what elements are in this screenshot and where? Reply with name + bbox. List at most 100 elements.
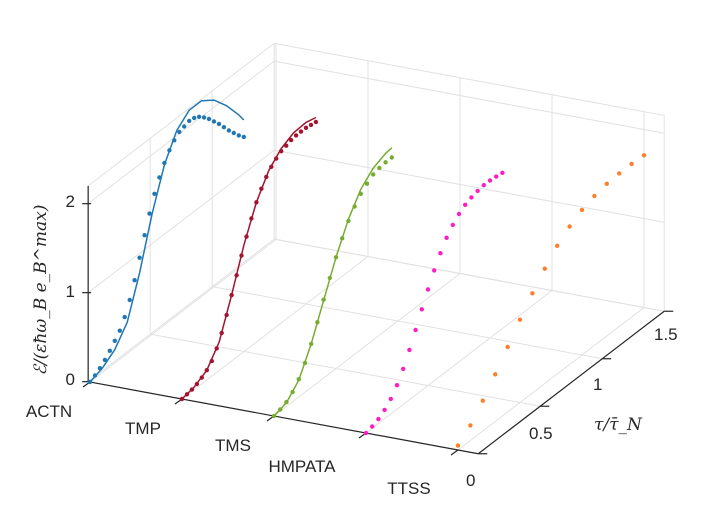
series-tmp bbox=[179, 116, 319, 402]
data-point-hmpata-21 bbox=[494, 174, 499, 179]
data-point-actn-26 bbox=[216, 121, 222, 127]
data-point-actn-6 bbox=[117, 328, 123, 333]
data-point-hmpata-8 bbox=[413, 327, 418, 333]
y-axis-title: τ/τ̄_N bbox=[594, 415, 643, 435]
grid-line-floor-cat-2 bbox=[273, 273, 461, 417]
data-point-actn-22 bbox=[196, 114, 202, 120]
data-point-actn-15 bbox=[162, 160, 167, 166]
data-point-tmp-3 bbox=[194, 381, 200, 387]
data-point-tmp-19 bbox=[274, 156, 279, 161]
data-point-tmp-15 bbox=[254, 200, 259, 205]
data-point-actn-16 bbox=[167, 148, 172, 153]
data-point-actn-20 bbox=[187, 118, 192, 124]
grid-line-backwall-z-1 bbox=[274, 149, 665, 223]
data-point-hmpata-17 bbox=[469, 195, 474, 200]
data-point-tms-0 bbox=[271, 413, 277, 419]
category-label-hmpata: HMPATA bbox=[268, 457, 336, 476]
series-actn bbox=[87, 99, 246, 385]
data-point-hmpata-10 bbox=[425, 287, 431, 292]
data-point-tmp-20 bbox=[279, 149, 284, 154]
grid-line-floor-cat-3 bbox=[365, 290, 553, 434]
data-point-actn-27 bbox=[221, 125, 227, 130]
data-point-tms-12 bbox=[346, 218, 351, 224]
data-point-tmp-7 bbox=[214, 346, 219, 351]
data-point-ttss-13 bbox=[617, 171, 622, 176]
data-point-tmp-8 bbox=[219, 330, 224, 336]
grid-line-sidewall-z-0 bbox=[87, 238, 275, 383]
data-point-tms-15 bbox=[364, 181, 370, 186]
data-point-hmpata-16 bbox=[463, 202, 468, 207]
data-point-hmpata-1 bbox=[370, 424, 375, 429]
data-point-actn-1 bbox=[92, 373, 98, 378]
data-point-tms-17 bbox=[377, 165, 382, 171]
data-point-tmp-6 bbox=[209, 358, 214, 364]
data-point-tms-10 bbox=[333, 255, 339, 260]
y-axis-line bbox=[477, 310, 665, 455]
fit-line-tmp bbox=[181, 116, 317, 400]
data-point-hmpata-11 bbox=[432, 268, 437, 273]
data-point-actn-28 bbox=[226, 128, 232, 133]
data-point-ttss-4 bbox=[505, 344, 510, 350]
data-point-tms-5 bbox=[302, 360, 308, 366]
grid-line-sidewall-z-1 bbox=[87, 149, 275, 294]
data-point-tmp-9 bbox=[224, 312, 229, 318]
grid-line-floor-cat-4 bbox=[457, 307, 645, 451]
grid-line-floor-tau-3 bbox=[274, 238, 665, 312]
data-point-ttss-14 bbox=[629, 161, 634, 167]
grid-line-sidewall-top bbox=[87, 42, 275, 187]
y-tick-label-1-5: 1.5 bbox=[654, 325, 678, 344]
data-point-actn-5 bbox=[112, 338, 118, 343]
data-point-hmpata-20 bbox=[487, 178, 493, 183]
data-point-actn-11 bbox=[142, 233, 147, 238]
data-point-actn-12 bbox=[147, 211, 152, 216]
data-point-tmp-0 bbox=[179, 396, 185, 402]
data-point-ttss-8 bbox=[555, 243, 560, 248]
z-axis-title: ℰ/(εħω_B e_B^max) bbox=[31, 205, 51, 376]
data-point-actn-19 bbox=[182, 124, 187, 129]
data-point-hmpata-13 bbox=[444, 235, 449, 240]
data-point-tmp-24 bbox=[298, 129, 304, 134]
data-point-actn-13 bbox=[152, 191, 157, 196]
series-tms bbox=[271, 147, 394, 419]
z-tick-label-1: 1 bbox=[66, 282, 75, 301]
data-point-tmp-13 bbox=[244, 234, 249, 239]
data-point-tmp-27 bbox=[313, 119, 319, 125]
data-point-ttss-12 bbox=[604, 181, 609, 186]
data-point-hmpata-19 bbox=[481, 183, 486, 188]
data-point-hmpata-6 bbox=[401, 366, 406, 372]
data-point-hmpata-7 bbox=[407, 347, 412, 353]
data-point-tmp-1 bbox=[184, 392, 190, 397]
data-point-hmpata-2 bbox=[376, 416, 381, 422]
data-point-tmp-26 bbox=[308, 122, 314, 128]
data-point-tms-13 bbox=[352, 204, 357, 209]
z-tick-label-0: 0 bbox=[66, 370, 75, 389]
grid-line-floor-tau-1 bbox=[150, 333, 541, 407]
data-point-hmpata-3 bbox=[382, 407, 387, 413]
y-tick-label-0: 0 bbox=[466, 471, 475, 490]
data-point-actn-10 bbox=[137, 255, 142, 260]
grid-line-floor-cat-1 bbox=[181, 256, 369, 400]
y-tick-label-1: 1 bbox=[593, 375, 602, 394]
category-label-tmp: TMP bbox=[125, 419, 161, 438]
data-point-tmp-21 bbox=[284, 143, 289, 148]
data-point-tmp-10 bbox=[229, 292, 234, 298]
data-point-actn-25 bbox=[211, 119, 217, 124]
data-point-actn-3 bbox=[102, 357, 108, 363]
data-point-actn-8 bbox=[127, 297, 132, 303]
data-point-tms-8 bbox=[321, 297, 326, 302]
data-point-actn-9 bbox=[132, 278, 137, 283]
data-point-tms-11 bbox=[340, 236, 345, 241]
data-point-hmpata-9 bbox=[419, 307, 424, 312]
data-point-tms-3 bbox=[290, 389, 295, 395]
data-point-tms-4 bbox=[296, 377, 301, 382]
data-point-actn-29 bbox=[231, 130, 236, 136]
data-point-tms-18 bbox=[383, 160, 388, 165]
data-point-ttss-1 bbox=[468, 423, 473, 428]
data-point-actn-30 bbox=[236, 133, 241, 138]
data-point-ttss-6 bbox=[530, 291, 535, 296]
data-point-ttss-15 bbox=[641, 153, 647, 158]
data-point-tmp-14 bbox=[249, 216, 254, 221]
data-point-actn-31 bbox=[241, 134, 246, 140]
data-point-actn-4 bbox=[107, 348, 113, 353]
data-point-tms-6 bbox=[309, 341, 314, 347]
